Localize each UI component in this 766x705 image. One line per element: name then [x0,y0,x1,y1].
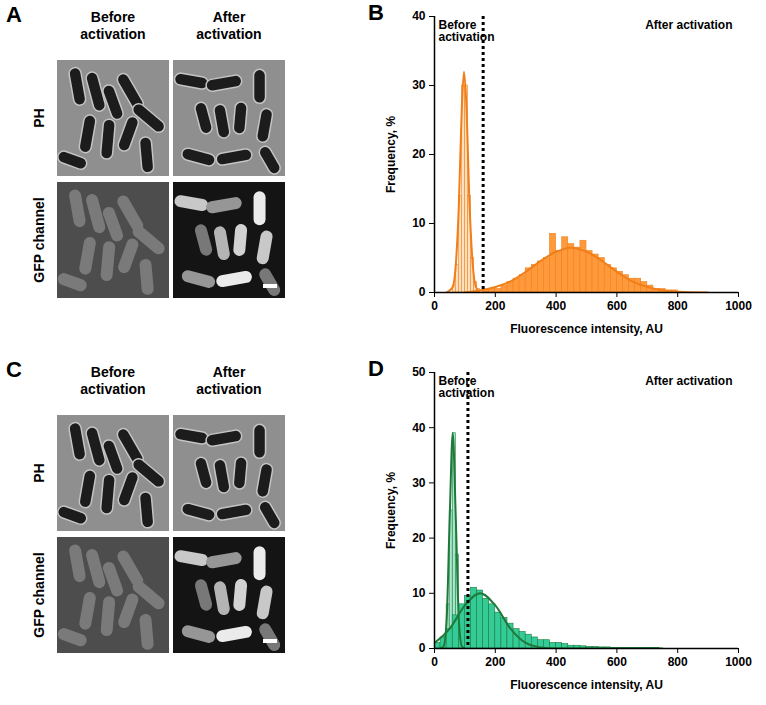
svg-text:Afteractivation: Afteractivation [196,364,261,397]
svg-text:GFP channel: GFP channel [31,552,47,637]
svg-text:20: 20 [412,147,426,161]
svg-text:200: 200 [485,655,505,669]
svg-text:40: 40 [412,9,426,23]
svg-text:400: 400 [546,299,566,313]
html-text:B: B [368,0,384,25]
svg-text:800: 800 [668,299,688,313]
svg-text:C: C [6,357,22,382]
svg-text:1000: 1000 [725,655,752,669]
svg-text:Beforeactivation: Beforeactivation [439,374,495,400]
svg-text:0: 0 [431,299,438,313]
svg-text:Beforeactivation: Beforeactivation [439,18,495,44]
svg-text:Frequency, %: Frequency, % [384,116,398,193]
svg-text:40: 40 [412,421,426,435]
svg-text:1000: 1000 [725,299,752,313]
svg-text:600: 600 [607,299,627,313]
svg-text:20: 20 [412,531,426,545]
svg-text:Beforeactivation: Beforeactivation [80,364,145,397]
svg-text:800: 800 [668,655,688,669]
svg-text:0: 0 [419,285,426,299]
svg-text:400: 400 [546,655,566,669]
svg-text:10: 10 [412,216,426,230]
html-text:D: D [368,356,384,381]
svg-text:600: 600 [607,655,627,669]
svg-text:30: 30 [412,78,426,92]
svg-text:10: 10 [412,586,426,600]
svg-text:After activation: After activation [645,374,732,388]
svg-text:200: 200 [485,299,505,313]
svg-text:50: 50 [412,365,426,379]
svg-text:Afteractivation: Afteractivation [196,9,261,42]
svg-text:GFP channel: GFP channel [31,197,47,282]
svg-text:Fluorescence intensity, AU: Fluorescence intensity, AU [510,678,663,692]
svg-text:Beforeactivation: Beforeactivation [80,9,145,42]
svg-text:After activation: After activation [645,18,732,32]
svg-text:A: A [6,2,22,27]
svg-text:Fluorescence intensity, AU: Fluorescence intensity, AU [510,322,663,336]
svg-text:PH: PH [31,108,47,127]
svg-text:PH: PH [31,463,47,482]
svg-text:30: 30 [412,476,426,490]
svg-text:Frequency, %: Frequency, % [384,472,398,549]
svg-text:0: 0 [431,655,438,669]
svg-text:0: 0 [419,641,426,655]
